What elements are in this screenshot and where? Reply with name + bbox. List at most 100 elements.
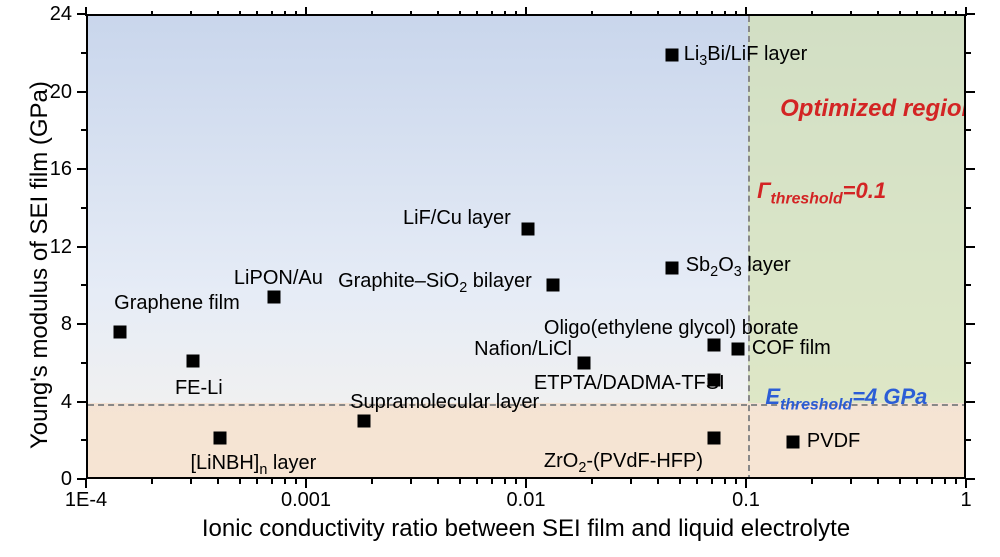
annot-gamma-threshold: Γthreshold=0.1 [757,178,886,204]
data-point [186,354,199,367]
data-point-label: LiPON/Au [234,267,323,290]
data-point-label: Graphite–SiO2 bilayer [338,270,532,293]
x-minor-tick [657,479,659,484]
data-point [665,48,678,61]
annot-e-threshold: Ethreshold=4 GPa [765,384,927,410]
x-minor-tick [916,479,918,484]
x-minor-tick [711,479,713,484]
x-minor-tick-top [735,11,737,16]
y-minor-tick-right [966,52,971,54]
x-minor-tick [850,479,852,484]
x-minor-tick [437,479,439,484]
x-minor-tick [190,479,192,484]
y-minor-tick [81,362,86,364]
x-minor-tick [735,479,737,484]
x-minor-tick-top [295,11,297,16]
x-minor-tick [877,479,879,484]
y-tick-label: 4 [61,391,72,414]
x-minor-tick-top [899,11,901,16]
x-minor-tick [944,479,946,484]
x-minor-tick-top [679,11,681,16]
y-major-tick [77,13,86,15]
x-minor-tick [724,479,726,484]
x-minor-tick-top [657,11,659,16]
y-minor-tick [81,207,86,209]
x-minor-tick-top [151,11,153,16]
x-minor-tick-top [916,11,918,16]
x-minor-tick-top [410,11,412,16]
data-point [665,261,678,274]
x-minor-tick [931,479,933,484]
y-minor-tick [81,52,86,54]
y-tick-label: 24 [50,3,72,26]
y-major-tick-right [966,91,975,93]
x-minor-tick [515,479,517,484]
x-tick-label: 0.001 [281,489,331,512]
data-point-label: Graphene film [114,292,240,315]
y-tick-label: 0 [61,468,72,491]
y-minor-tick [81,129,86,131]
x-minor-tick [811,479,813,484]
y-minor-tick-right [966,362,971,364]
x-minor-tick-top [696,11,698,16]
x-minor-tick-top [944,11,946,16]
y-major-tick [77,168,86,170]
x-major-tick [965,479,967,488]
data-point-label: PVDF [807,430,860,453]
y-major-tick-right [966,401,975,403]
x-minor-tick-top [877,11,879,16]
x-minor-tick-top [271,11,273,16]
x-minor-tick [476,479,478,484]
data-point [547,279,560,292]
plot-area: Graphene filmFE-Li[LiNBH]n layerLiPON/Au… [86,14,966,479]
y-minor-tick [81,439,86,441]
x-tick-label: 1 [960,489,971,512]
y-minor-tick-right [966,284,971,286]
x-minor-tick-top [630,11,632,16]
data-point [786,436,799,449]
x-minor-tick [410,479,412,484]
y-major-tick-right [966,168,975,170]
x-minor-tick-top [459,11,461,16]
x-tick-label: 1E-4 [65,489,107,512]
x-major-tick-top [745,7,747,16]
x-minor-tick [899,479,901,484]
x-minor-tick-top [504,11,506,16]
x-minor-tick-top [476,11,478,16]
x-minor-tick [295,479,297,484]
x-minor-tick [696,479,698,484]
x-minor-tick-top [711,11,713,16]
data-point [214,432,227,445]
x-major-tick [745,479,747,488]
x-axis-label: Ionic conductivity ratio between SEI fil… [202,515,850,543]
y-major-tick [77,478,86,480]
x-minor-tick-top [724,11,726,16]
x-minor-tick [591,479,593,484]
x-minor-tick [955,479,957,484]
x-minor-tick-top [284,11,286,16]
x-minor-tick-top [437,11,439,16]
x-minor-tick [217,479,219,484]
data-point [358,414,371,427]
x-minor-tick-top [591,11,593,16]
data-point [731,343,744,356]
data-point-label: LiF/Cu layer [403,207,511,230]
x-minor-tick-top [239,11,241,16]
data-point-label: Sb2O3 layer [686,254,791,277]
x-minor-tick [271,479,273,484]
x-minor-tick-top [217,11,219,16]
x-minor-tick-top [931,11,933,16]
data-point-label: Supramolecular layer [350,391,539,414]
y-major-tick [77,401,86,403]
data-point [267,290,280,303]
x-minor-tick [151,479,153,484]
x-major-tick [85,479,87,488]
annot-optimized-region: Optimized region [780,95,966,123]
x-minor-tick [459,479,461,484]
x-minor-tick-top [811,11,813,16]
x-minor-tick-top [515,11,517,16]
x-minor-tick [256,479,258,484]
x-minor-tick [630,479,632,484]
x-minor-tick [679,479,681,484]
chart-container: Graphene filmFE-Li[LiNBH]n layerLiPON/Au… [0,0,1000,557]
